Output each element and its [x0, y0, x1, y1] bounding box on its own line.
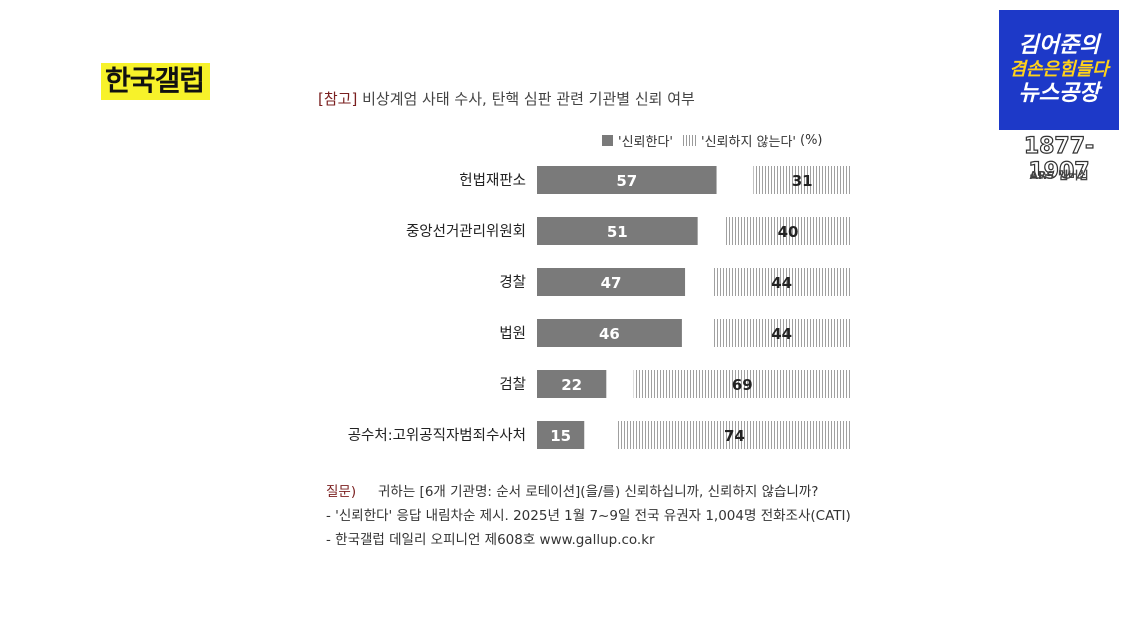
ars-membership-label: ARS 멤버십 — [1029, 169, 1089, 182]
value-label-distrust: 31 — [792, 172, 813, 190]
notes-line-method: - '신뢰한다' 응답 내림차순 제시. 2025년 1월 7~9일 전국 유권… — [326, 508, 851, 524]
bar-distrust — [712, 268, 851, 296]
category-label: 경찰 — [499, 274, 526, 291]
value-label-trust: 51 — [607, 223, 628, 241]
category-label: 헌법재판소 — [459, 172, 526, 189]
category-label: 검찰 — [499, 376, 526, 393]
chart-legend: '신뢰한다' '신뢰하지 않는다' (%) — [602, 131, 823, 150]
value-label-distrust: 44 — [771, 274, 792, 292]
ars-phone-number: 1877-1907 — [1023, 133, 1095, 184]
chart-title-text: 비상계엄 사태 수사, 탄핵 심판 관련 기관별 신뢰 여부 — [362, 90, 695, 108]
legend-label-trust: '신뢰한다' — [618, 135, 673, 150]
value-label-distrust: 74 — [724, 427, 745, 445]
bar-trust — [537, 319, 682, 347]
notes-line-source: - 한국갤럽 데일리 오피니언 제608호 www.gallup.co.kr — [326, 532, 655, 548]
category-label: 공수처:고위공직자범죄수사처 — [348, 427, 526, 444]
notes-question-label: 질문) — [326, 484, 357, 500]
value-label-distrust: 44 — [771, 325, 792, 343]
bar-trust — [537, 217, 698, 245]
value-label-trust: 57 — [616, 172, 637, 190]
bar-distrust — [633, 370, 851, 398]
legend-swatch-distrust — [683, 135, 696, 146]
value-label-trust: 22 — [561, 376, 582, 394]
bar-trust — [537, 166, 717, 194]
notes-question-text: 귀하는 [6개 기관명: 순서 로테이션](을/를) 신뢰하십니까, 신뢰하지 … — [378, 484, 819, 500]
notes-question-row: 질문) 귀하는 [6개 기관명: 순서 로테이션](을/를) 신뢰하십니까, 신뢰… — [326, 480, 851, 504]
bar-distrust — [617, 421, 851, 449]
news-factory-logo: 김어준의 겸손은힘들다 뉴스공장 — [999, 10, 1119, 130]
legend-unit: (%) — [800, 133, 823, 148]
bar-distrust — [753, 166, 851, 194]
bar-trust — [537, 370, 607, 398]
logo-line-2: 겸손은힘들다 — [1009, 59, 1109, 80]
value-label-trust: 15 — [550, 427, 571, 445]
chart-title-ref: [참고] — [318, 90, 358, 108]
bar-trust — [537, 268, 686, 296]
value-label-distrust: 69 — [732, 376, 753, 394]
logo-line-3: 뉴스공장 — [1018, 81, 1100, 106]
bar-distrust — [712, 319, 851, 347]
value-label-distrust: 40 — [778, 223, 799, 241]
gallup-brand-label: 한국갤럽 — [101, 63, 211, 100]
chart-title: [참고] 비상계엄 사태 수사, 탄핵 심판 관련 기관별 신뢰 여부 — [318, 88, 695, 109]
category-label: 법원 — [499, 325, 526, 342]
logo-line-1: 김어준의 — [1018, 33, 1100, 58]
legend-swatch-trust — [602, 135, 613, 146]
legend-label-distrust: '신뢰하지 않는다' — [701, 135, 796, 150]
survey-notes: 질문) 귀하는 [6개 기관명: 순서 로테이션](을/를) 신뢰하십니까, 신뢰… — [326, 480, 851, 552]
value-label-trust: 47 — [601, 274, 622, 292]
bar-distrust — [725, 217, 851, 245]
category-label: 중앙선거관리위원회 — [406, 223, 526, 240]
bar-trust — [537, 421, 585, 449]
value-label-trust: 46 — [599, 325, 620, 343]
